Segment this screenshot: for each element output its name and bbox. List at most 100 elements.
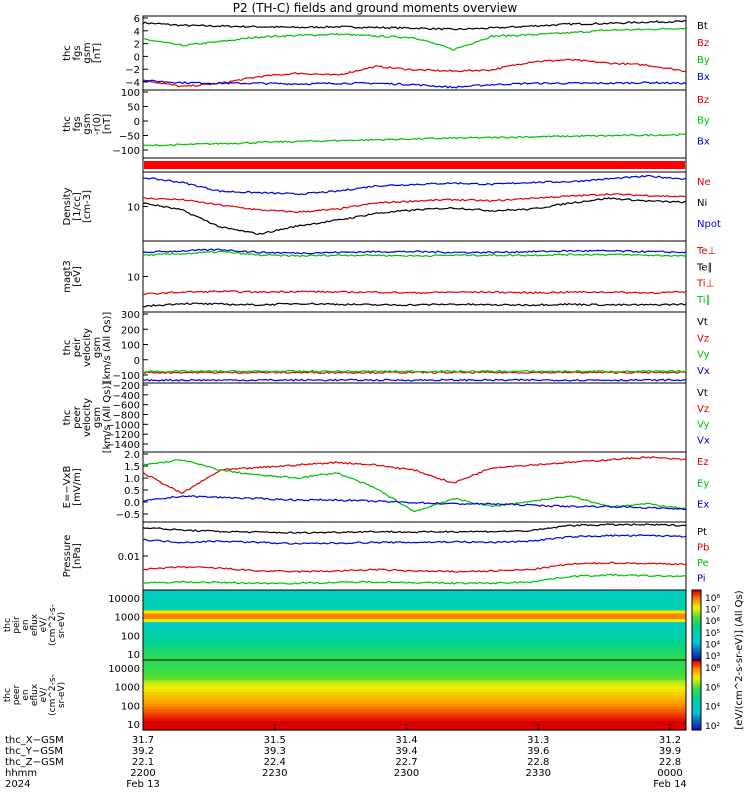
y-tick-label: 100	[121, 88, 140, 99]
y-axis-label: [km/s (All Qs)]	[102, 312, 113, 384]
y-axis-label: peer	[12, 684, 22, 705]
legend-Bt: Bt	[697, 21, 708, 32]
panel-frame	[142, 15, 687, 91]
y-tick-label: −200	[113, 381, 140, 392]
series-By	[142, 27, 687, 51]
colorbar-frame	[691, 659, 702, 731]
colorbar-tick: 10⁸	[705, 594, 720, 604]
panel-peir-vel: 300 200 100 0 −100 thc peir velocity gsm [km/s (A…	[62, 310, 710, 384]
colorbar-cell	[692, 641, 701, 645]
legend-Vt: Vt	[697, 317, 708, 328]
spectrogram-band	[143, 718, 686, 722]
colorbar-cell	[692, 611, 701, 614]
y-axis-label: (cm^2-s-	[48, 674, 58, 716]
colorbar-cell	[692, 636, 701, 640]
series-Ne	[142, 192, 687, 214]
colorbar-cell	[692, 727, 701, 731]
colorbar-cell	[692, 625, 701, 628]
series-Bx	[142, 79, 687, 89]
legend-Ex: Ex	[697, 500, 709, 511]
colorbar-cell	[692, 725, 701, 729]
colorbar-cell	[692, 620, 701, 624]
spectrogram-peir-eflux: 10000 1000 100 10 thc peir en eflux eV/(cm^2-s-s…	[3, 589, 720, 662]
y-axis-label: magt3	[62, 260, 73, 293]
panel-fgs-dsl: 100 50 0 −50 −100 thc fgs gsm -r(0) [nT] Bz By Bx	[62, 88, 710, 159]
panel-efield: 2.01.51.00.50.0−0.5 E=−VxB [mV/m] Ez Ey Ex	[62, 450, 709, 523]
spectrogram-band	[143, 595, 686, 600]
y-axis-label: thc	[62, 410, 73, 426]
panel-frame	[142, 89, 687, 159]
x-row-value: 31.2	[659, 735, 681, 746]
red-band	[144, 161, 685, 169]
y-tick-label: 100	[121, 341, 140, 352]
spectrogram-band	[143, 598, 686, 603]
colorbar-cell	[692, 597, 701, 600]
x-row-label: thc_Z−GSM	[5, 757, 64, 768]
colorbar-cell	[692, 594, 701, 598]
spectrogram-band	[143, 677, 686, 682]
colorbar-cell	[692, 660, 701, 663]
x-row-value: 31.3	[527, 735, 549, 746]
colorbar-cell	[692, 613, 701, 617]
x-row-value: 31.5	[264, 735, 286, 746]
panel-frame	[142, 659, 687, 731]
series-Pi	[142, 534, 687, 545]
legend-By: By	[697, 55, 710, 66]
series-Ez	[142, 456, 687, 494]
colorbar-tick: 10⁴	[705, 640, 720, 650]
y-axis-label: -r(0)	[92, 113, 103, 135]
legend-Vz: Vz	[697, 333, 709, 344]
series-Ni	[142, 197, 687, 235]
legend-Ey: Ey	[697, 478, 709, 489]
y-axis-label: gsm	[82, 113, 93, 134]
spectrogram-band	[143, 642, 686, 647]
colorbar-cell	[692, 667, 701, 670]
y-axis-label: [cm-3]	[82, 190, 93, 223]
spectrogram-band	[143, 671, 686, 676]
legend-Pe: Pe	[697, 558, 709, 569]
x-row-value: 22.8	[659, 757, 681, 768]
colorbar-cell	[692, 643, 701, 647]
colorbar-cell	[692, 653, 701, 656]
y-axis-label: velocity	[82, 328, 93, 367]
y-tick-label: −2	[125, 65, 140, 76]
y-tick-label: 0	[134, 356, 140, 367]
series-Ex	[142, 494, 687, 511]
colorbar-cell	[692, 674, 701, 677]
spectrogram-band	[143, 724, 686, 728]
spectrogram-band	[143, 695, 686, 699]
y-axis-label: peir	[12, 616, 22, 634]
spectrogram-band	[143, 654, 686, 658]
legend-By: By	[697, 116, 710, 127]
spectrogram-band	[143, 686, 686, 690]
colorbar-cell	[692, 704, 701, 708]
colorbar-cell	[692, 699, 701, 703]
colorbar-cell	[692, 697, 701, 701]
x-row-value: 39.2	[132, 746, 154, 757]
y-tick-label: 2	[134, 40, 140, 51]
colorbar-cell	[692, 622, 701, 626]
colorbar-cell	[692, 648, 701, 652]
y-tick-label: −1400	[106, 440, 140, 451]
legend-Npot: Npot	[697, 219, 721, 230]
y-tick-label: −1200	[106, 430, 140, 441]
panel-frame	[142, 382, 687, 453]
x-row-value: Feb 13	[126, 779, 160, 790]
x-row-value: 22.1	[132, 757, 154, 768]
series-Bt	[142, 20, 687, 31]
x-row-value: 39.4	[395, 746, 417, 757]
spectrogram-band	[143, 692, 686, 696]
legend-Bx: Bx	[697, 72, 710, 83]
x-row-value: 22.7	[395, 757, 417, 768]
spectrogram-band	[143, 697, 686, 702]
spectrogram-band	[143, 630, 686, 635]
spectrogram-band	[143, 665, 686, 670]
y-axis-label: (cm^2-s-	[48, 604, 58, 646]
x-row-value: 2200	[130, 768, 155, 779]
colorbar-cell	[692, 632, 701, 635]
y-tick-label: 1.5	[124, 462, 140, 473]
panel-bar	[142, 157, 687, 173]
colorbar-cell	[692, 662, 701, 666]
colorbar-cell	[692, 681, 701, 684]
y-tick-label: 10000	[108, 664, 140, 675]
